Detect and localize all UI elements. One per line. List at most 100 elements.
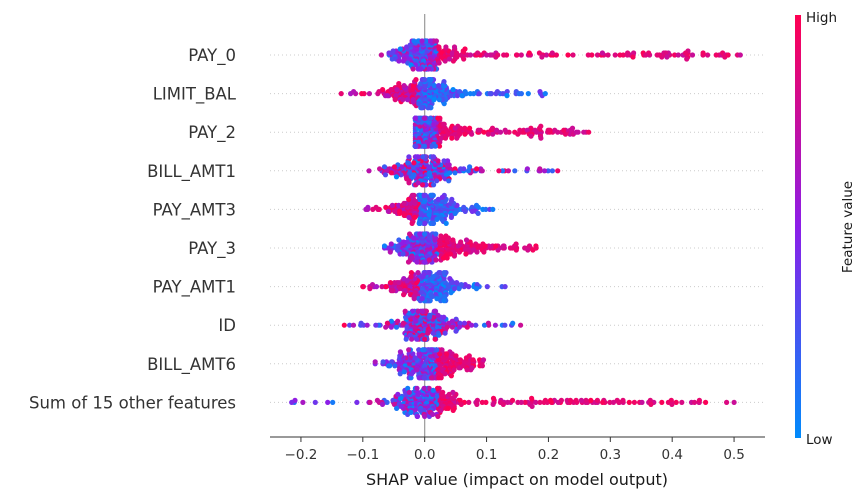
shap-point	[409, 220, 415, 226]
shap-point	[442, 58, 448, 64]
feature-label: PAY_0	[188, 46, 236, 66]
shap-point	[439, 194, 445, 200]
shap-point	[705, 52, 711, 58]
shap-point	[457, 89, 463, 95]
shap-point	[379, 284, 385, 290]
shap-point	[400, 97, 406, 103]
shap-point	[400, 251, 406, 257]
shap-point	[402, 308, 408, 314]
shap-point	[458, 282, 464, 288]
shap-point	[401, 292, 407, 298]
shap-point	[516, 91, 522, 97]
shap-point	[578, 397, 585, 403]
shap-point	[505, 168, 511, 174]
shap-point	[440, 389, 446, 395]
x-axis: −0.2 −0.1 0.0 0.1 0.2 0.3 0.4 0.5	[270, 436, 765, 463]
shap-point	[474, 282, 480, 288]
shap-point	[485, 131, 491, 137]
shap-point	[441, 101, 447, 107]
shap-point	[456, 249, 463, 255]
shap-point	[672, 52, 678, 58]
shap-point	[396, 58, 402, 64]
shap-point	[338, 91, 344, 97]
shap-point	[461, 204, 467, 210]
shap-point	[387, 280, 394, 286]
shap-point	[433, 257, 439, 263]
feature-labels: PAY_0 LIMIT_BAL PAY_2 BILL_AMT1 PAY_AMT3 PAY_…	[29, 46, 237, 412]
shap-point	[656, 52, 663, 58]
shap-point	[489, 125, 496, 131]
shap-point	[398, 395, 404, 401]
shap-point	[450, 87, 456, 93]
shap-point	[466, 399, 472, 405]
shap-point	[448, 93, 454, 99]
shap-point	[416, 101, 422, 107]
shap-point	[495, 52, 501, 58]
shap-point	[367, 399, 373, 405]
shap-point	[392, 208, 398, 214]
shap-point	[364, 322, 370, 328]
shap-point	[404, 176, 410, 182]
shap-point	[401, 276, 407, 282]
shap-point	[389, 359, 395, 365]
shap-point	[398, 403, 404, 409]
shap-point	[467, 125, 473, 131]
shap-point	[475, 210, 481, 216]
shap-point	[413, 143, 419, 149]
shap-point	[481, 322, 488, 328]
shap-point	[396, 202, 402, 208]
shap-point	[452, 125, 458, 131]
shap-point	[502, 127, 508, 133]
shap-points	[289, 38, 743, 419]
shap-point	[427, 38, 433, 44]
shap-point	[407, 42, 413, 48]
shap-point	[400, 320, 406, 326]
shap-point	[561, 127, 567, 133]
shap-point	[639, 399, 645, 405]
shap-point	[443, 44, 449, 50]
shap-point	[575, 129, 581, 135]
shap-point	[480, 357, 487, 363]
shap-point	[419, 105, 425, 111]
shap-point	[583, 397, 589, 403]
shap-point	[386, 363, 392, 369]
shap-point	[416, 347, 422, 353]
shap-point	[500, 243, 506, 249]
shap-point	[468, 322, 475, 328]
shap-point	[421, 385, 427, 391]
shap-point	[406, 196, 412, 202]
shap-point	[406, 154, 412, 160]
shap-point	[397, 210, 403, 216]
shap-point	[453, 328, 459, 334]
shap-point	[605, 52, 611, 58]
shap-point	[413, 77, 419, 83]
shap-point	[428, 375, 434, 381]
shap-point	[438, 407, 444, 413]
shap-point	[436, 375, 442, 381]
shap-point	[426, 385, 432, 391]
shap-point	[513, 52, 520, 58]
shap-point	[444, 324, 450, 330]
shap-point	[669, 401, 675, 407]
shap-point	[445, 158, 451, 164]
shap-point	[737, 52, 743, 58]
shap-point	[507, 245, 513, 251]
shap-point	[436, 97, 442, 103]
shap-point	[463, 237, 470, 243]
shap-point	[373, 284, 380, 290]
shap-point	[409, 371, 415, 377]
shap-point	[405, 160, 411, 166]
shap-point	[434, 216, 440, 222]
shap-point	[367, 286, 373, 292]
shap-point	[447, 251, 454, 257]
shap-point	[490, 131, 496, 137]
shap-point	[384, 93, 391, 99]
shap-point	[475, 127, 481, 133]
colorbar-low-label: Low	[806, 432, 833, 448]
shap-point	[415, 308, 421, 314]
shap-point	[565, 52, 571, 58]
shap-point	[691, 399, 698, 405]
shap-point	[351, 89, 357, 95]
shap-point	[394, 405, 400, 411]
shap-point	[631, 50, 637, 56]
